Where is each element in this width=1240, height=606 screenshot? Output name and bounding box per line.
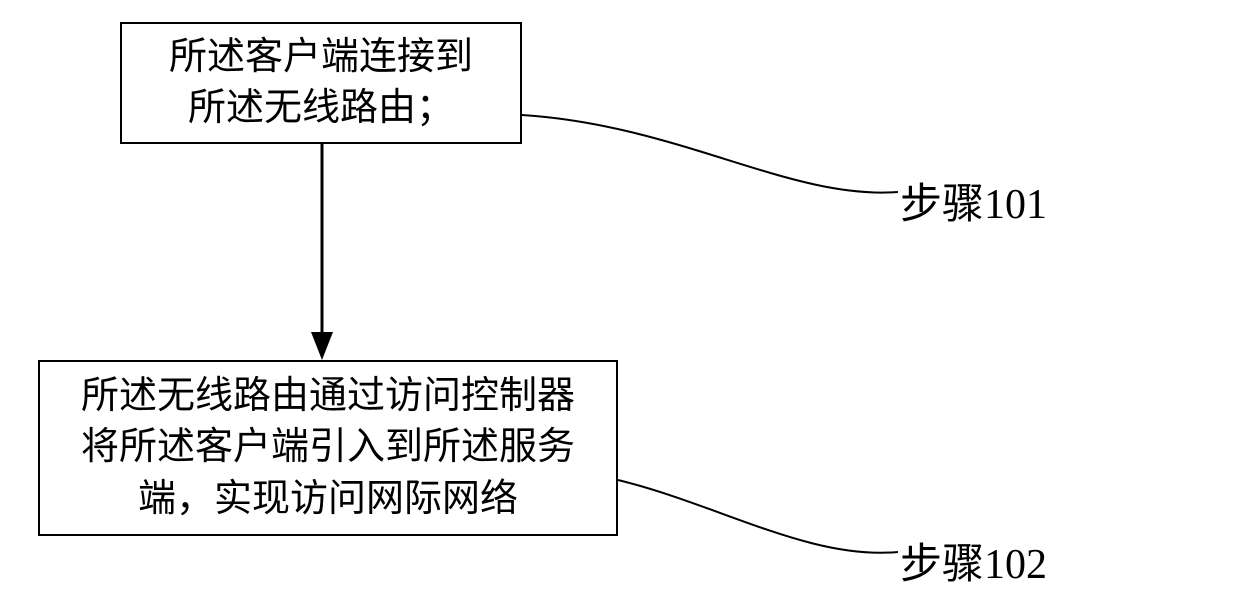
step-1-text: 所述客户端连接到 所述无线路由； — [169, 32, 473, 135]
step-1-label: 步骤101 — [900, 170, 1047, 231]
leader-line-2 — [618, 480, 898, 553]
step-2-box: 所述无线路由通过访问控制器 将所述客户端引入到所述服务 端，实现访问网际网络 — [38, 360, 618, 536]
step-2-label: 步骤102 — [900, 530, 1047, 591]
arrow-step1-to-step2 — [311, 144, 333, 360]
flowchart-canvas: 所述客户端连接到 所述无线路由； 所述无线路由通过访问控制器 将所述客户端引入到… — [0, 0, 1240, 606]
step-1-box: 所述客户端连接到 所述无线路由； — [120, 22, 522, 144]
step-2-text: 所述无线路由通过访问控制器 将所述客户端引入到所述服务 端，实现访问网际网络 — [81, 371, 575, 525]
leader-line-1 — [522, 115, 898, 193]
